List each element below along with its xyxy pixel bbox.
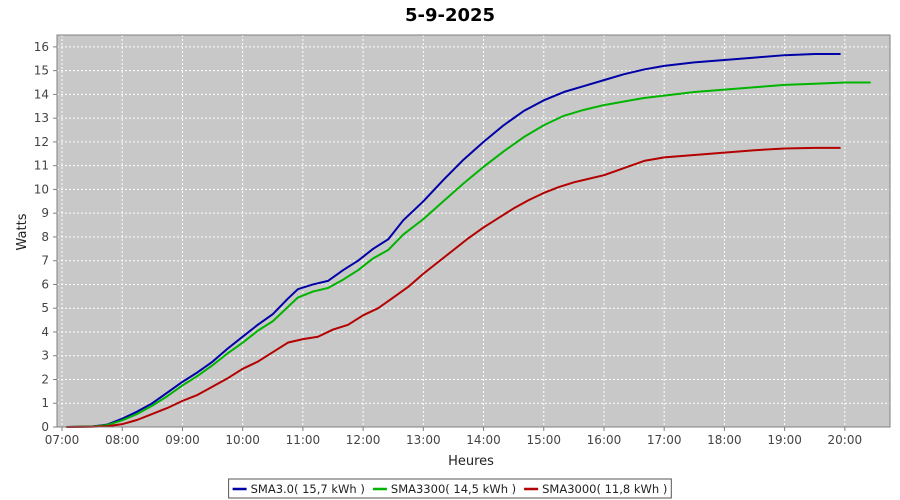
x-tick-label: 19:00 [767, 433, 802, 447]
legend: SMA3.0( 15,7 kWh ) SMA3300( 14,5 kWh ) SMA… [228, 478, 672, 499]
plot-background [57, 35, 890, 427]
y-tick-label: 12 [34, 135, 49, 149]
series-line-1 [66, 81, 871, 428]
chart-title: 5-9-2025 [405, 5, 495, 26]
legend-label: SMA3300( 14,5 kWh ) [391, 482, 516, 496]
y-tick-label: 0 [41, 420, 49, 434]
y-tick-label: 2 [41, 372, 49, 386]
y-tick-label: 14 [34, 87, 49, 101]
y-tick-label: 10 [34, 182, 49, 196]
y-tick-label: 5 [41, 301, 49, 315]
legend-item-1: SMA3300( 14,5 kWh ) [372, 482, 516, 496]
series-layer [66, 53, 871, 428]
legend-item-2: SMA3000( 11,8 kWh ) [524, 482, 667, 496]
x-tick-label: 16:00 [587, 433, 622, 447]
x-axis-label: Heures [448, 454, 494, 469]
y-tick-label: 15 [34, 64, 49, 78]
x-tick-label: 20:00 [828, 433, 863, 447]
x-tick-label: 08:00 [105, 433, 140, 447]
y-tick-label: 1 [41, 396, 49, 410]
x-tick-label: 11:00 [286, 433, 321, 447]
y-tick-label: 6 [41, 277, 49, 291]
y-tick-label: 9 [41, 206, 49, 220]
x-tick-label: 13:00 [406, 433, 441, 447]
y-axis-label: Watts [15, 213, 30, 250]
y-tick-label: 3 [41, 349, 49, 363]
x-tick-label: 15:00 [526, 433, 561, 447]
y-tick-label: 11 [34, 159, 49, 173]
y-tick-label: 4 [41, 325, 49, 339]
y-tick-label: 13 [34, 111, 49, 125]
legend-box [228, 478, 672, 499]
series-line-2 [66, 146, 841, 428]
y-tick-label: 7 [41, 254, 49, 268]
y-tick-label: 8 [41, 230, 49, 244]
x-tick-label: 10:00 [225, 433, 260, 447]
y-tick-label: 16 [34, 40, 49, 54]
legend-label: SMA3000( 11,8 kWh ) [542, 482, 667, 496]
legend-label: SMA3.0( 15,7 kWh ) [251, 482, 365, 496]
series-line-0 [66, 53, 841, 428]
x-tick-label: 09:00 [165, 433, 200, 447]
x-tick-label: 18:00 [707, 433, 742, 447]
plot-border [56, 34, 891, 428]
x-tick-label: 12:00 [346, 433, 381, 447]
legend-item-0: SMA3.0( 15,7 kWh ) [232, 482, 365, 496]
x-tick-label: 07:00 [45, 433, 80, 447]
x-tick-label: 17:00 [647, 433, 682, 447]
x-tick-label: 14:00 [466, 433, 501, 447]
x-axis: 07:00 08:00 09:00 10:00 11:00 12:00 13:00 14:00… [45, 427, 862, 447]
